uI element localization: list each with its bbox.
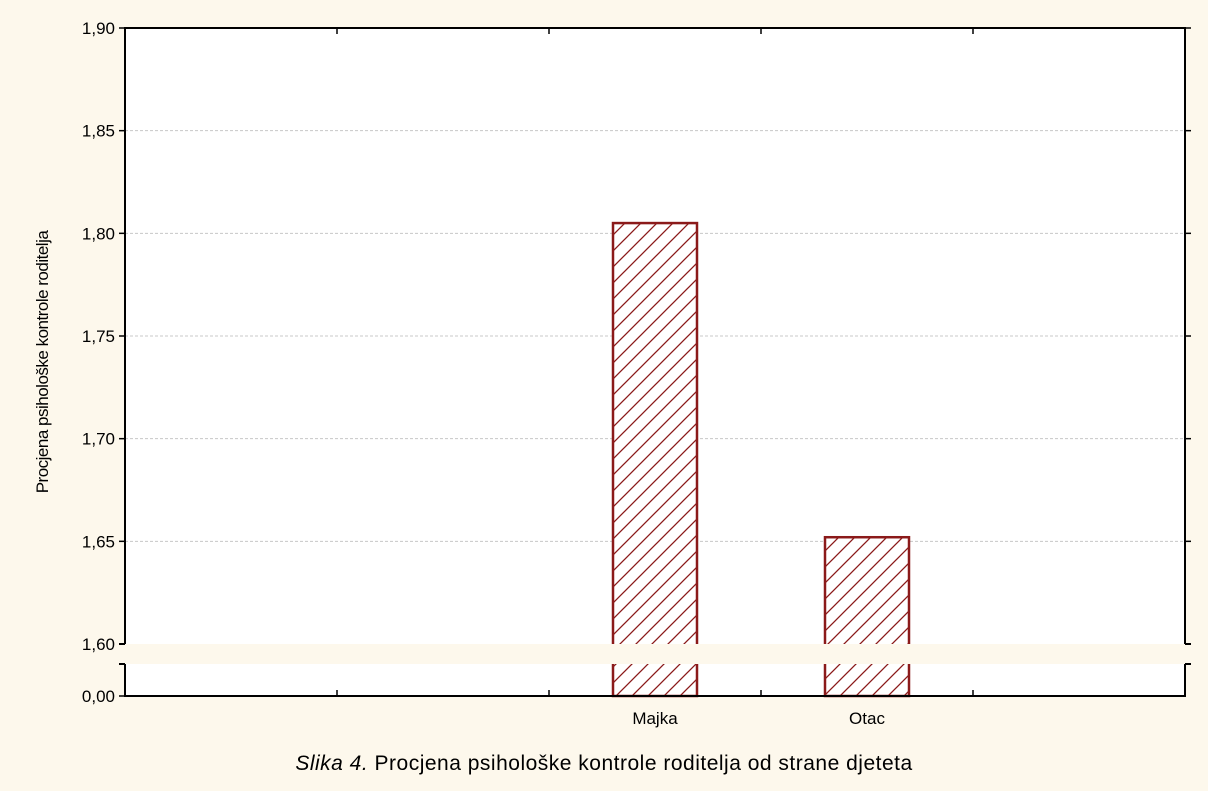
frame-lower xyxy=(124,664,1186,697)
x-tick-label: Otac xyxy=(849,709,885,728)
bar-majka xyxy=(611,221,699,698)
axis-break-gap xyxy=(120,644,1208,664)
y-tick-label: 1,70 xyxy=(82,430,115,449)
x-tick-label: Majka xyxy=(632,709,678,728)
y-axis-title: Procjena psihološke kontrole roditelja xyxy=(33,230,52,494)
y-tick-label: 1,80 xyxy=(82,224,115,243)
y-tick-label: 1,65 xyxy=(82,532,115,551)
caption-text: Procjena psihološke kontrole roditelja o… xyxy=(374,752,913,775)
y-tick-label: 1,75 xyxy=(82,327,115,346)
bar-otac xyxy=(823,535,911,698)
y-tick-label: 1,60 xyxy=(82,635,115,654)
caption-prefix: Slika 4. xyxy=(295,752,369,775)
bars xyxy=(611,221,911,698)
y-axis-ticks: 1,60 1,65 1,70 1,75 1,80 1,85 1,90 0,00 xyxy=(82,19,1191,706)
x-axis-ticks: Majka Otac xyxy=(336,28,974,728)
y-tick-label: 1,85 xyxy=(82,122,115,141)
figure-caption: Slika 4. Procjena psihološke kontrole ro… xyxy=(0,752,1208,776)
y-tick-label: 1,90 xyxy=(82,19,115,38)
y-tick-label-baseline: 0,00 xyxy=(82,687,115,706)
